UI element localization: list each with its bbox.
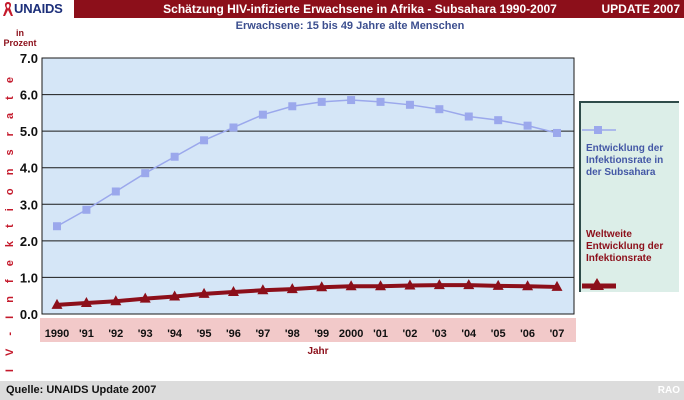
data-point-triangle (257, 284, 269, 295)
y-tick-label: 2.0 (20, 234, 38, 249)
x-tick-label: '98 (285, 328, 300, 340)
data-point-triangle (316, 281, 328, 292)
logo-text: UNAIDS (14, 1, 63, 16)
data-point-square (317, 97, 326, 106)
x-tick-label: '02 (403, 328, 418, 340)
x-tick-label: '04 (461, 328, 477, 340)
legend-marker-blue (582, 126, 616, 134)
data-point-triangle (375, 280, 387, 291)
y-axis-ticks: 0.0 1.0 2.0 3.0 4.0 5.0 6.0 7.0 (20, 51, 38, 322)
data-point-square (523, 121, 532, 130)
y-tick-label: 1.0 (20, 270, 38, 285)
data-point-square (553, 128, 561, 137)
unit-label-line1: in (16, 28, 24, 38)
update-badge: UPDATE 2007 (601, 2, 680, 16)
y-tick-label: 6.0 (20, 88, 38, 103)
y-tick-label: 5.0 (20, 124, 38, 139)
data-point-square (258, 110, 267, 119)
series-line-red (56, 283, 558, 307)
data-point-square (435, 105, 444, 114)
y-tick-label: 4.0 (20, 161, 38, 176)
series-layer (51, 96, 563, 309)
x-tick-label: '95 (197, 328, 212, 340)
data-point-triangle (139, 292, 151, 303)
data-point-triangle (522, 280, 534, 291)
data-point-square (82, 205, 91, 214)
legend-marker-red (582, 278, 616, 290)
data-point-square (376, 97, 385, 106)
data-point-square (141, 169, 150, 178)
x-tick-label: '97 (255, 328, 270, 340)
legend-label-blue: Entwicklung der Infektionsrate in der Su… (586, 143, 664, 178)
x-axis-ticks: 1990 '91 '92 '93 '94 '95 '96 '97 '98 '99 2000 '01 '0… (45, 328, 565, 340)
x-tick-label: '91 (79, 328, 94, 340)
chart-subtitle: Erwachsene: 15 bis 49 Jahre alte Mensche… (235, 20, 465, 32)
x-tick-label: '96 (226, 328, 241, 340)
x-tick-label: '05 (491, 328, 506, 340)
plot-area (41, 57, 575, 315)
credit-text: RAO (657, 385, 680, 396)
x-tick-label: '01 (373, 328, 388, 340)
header-bar: UNAIDS Schätzung HIV-infizierte Erwachse… (0, 0, 684, 18)
x-axis-band (40, 318, 576, 342)
y-tick-label: 0.0 (20, 307, 38, 322)
data-point-square (53, 222, 61, 231)
data-point-triangle (169, 290, 181, 301)
x-tick-label: '94 (167, 328, 183, 340)
page-title: Schätzung HIV-infizierte Erwachsene in A… (163, 2, 557, 16)
footer-bar: Quelle: UNAIDS Update 2007 RAO (0, 381, 684, 400)
gridlines (42, 94, 574, 278)
legend-label-red: Weltweite Entwicklung der Infektionsrate (586, 229, 664, 264)
y-tick-label: 3.0 (20, 197, 38, 212)
data-point-square (347, 96, 356, 105)
data-point-square (229, 123, 238, 132)
source-text: Quelle: UNAIDS Update 2007 (6, 384, 157, 396)
unaids-logo: UNAIDS (0, 0, 75, 18)
data-point-square (288, 102, 297, 111)
data-point-triangle (551, 280, 563, 291)
x-tick-label: '93 (138, 328, 153, 340)
series-line-blue (56, 99, 558, 227)
data-point-square (494, 116, 503, 125)
data-point-square (405, 100, 414, 109)
data-point-triangle (345, 280, 357, 291)
data-point-triangle (198, 287, 210, 298)
data-point-triangle (80, 297, 92, 308)
data-point-square (111, 187, 120, 196)
unit-label-line2: Prozent (3, 38, 37, 48)
data-point-triangle (404, 279, 416, 290)
x-tick-label: '92 (108, 328, 123, 340)
data-point-square (464, 112, 473, 121)
x-tick-label: '03 (432, 328, 447, 340)
x-axis-label: Jahr (307, 346, 328, 357)
x-tick-label: '06 (520, 328, 535, 340)
red-ribbon-icon (3, 2, 13, 16)
x-tick-label: 2000 (339, 328, 363, 340)
data-point-triangle (110, 295, 122, 306)
data-point-square (170, 152, 179, 161)
x-tick-label: '07 (550, 328, 565, 340)
data-point-triangle (51, 298, 63, 309)
x-tick-label: 1990 (45, 328, 69, 340)
x-tick-label: '99 (314, 328, 329, 340)
y-tick-label: 7.0 (20, 51, 38, 66)
data-point-triangle (463, 279, 475, 290)
data-point-triangle (433, 279, 445, 290)
data-point-triangle (227, 286, 239, 297)
data-point-triangle (286, 283, 298, 294)
unit-label: in Prozent (0, 28, 40, 48)
data-point-square (200, 136, 209, 145)
data-point-triangle (492, 279, 504, 290)
